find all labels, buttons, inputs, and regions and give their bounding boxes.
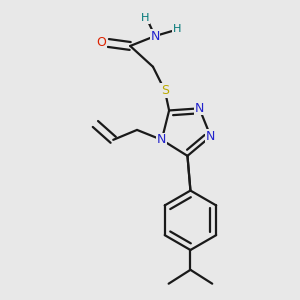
Text: S: S	[161, 84, 169, 97]
Text: N: N	[150, 30, 160, 43]
Text: H: H	[172, 24, 181, 34]
Text: O: O	[97, 37, 106, 50]
Text: H: H	[141, 13, 149, 23]
Text: N: N	[157, 133, 167, 146]
Text: N: N	[206, 130, 215, 143]
Text: N: N	[195, 102, 204, 115]
